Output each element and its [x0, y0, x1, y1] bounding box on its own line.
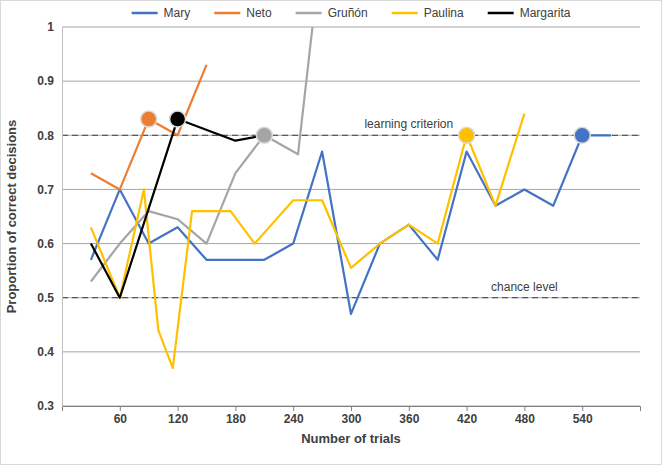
legend: Mary Neto Gruñón Paulina Margarita: [132, 6, 571, 20]
chart: learning criterion chance level 60 120 180 24…: [0, 0, 662, 465]
criterion-marker: [459, 127, 475, 143]
grid-line: [62, 297, 640, 298]
y-axis-title: Proportion of correct decisions: [4, 120, 19, 314]
criterion-marker: [141, 111, 157, 127]
y-tick-label: 0.7: [37, 183, 54, 197]
reference-label: learning criterion: [364, 117, 453, 131]
grid-line: [62, 135, 640, 136]
y-tick: 1: [47, 20, 62, 34]
x-tick-label: 360: [399, 412, 419, 426]
y-tick: 0.5: [37, 291, 62, 305]
x-tick: 60: [114, 406, 128, 426]
x-tick-mark: [524, 406, 525, 411]
reference-line: [62, 135, 640, 136]
series-line: [91, 114, 525, 368]
x-axis-line: [63, 407, 641, 412]
x-axis-title: Number of trials: [301, 431, 401, 446]
plot: learning criterion chance level 60 120 180 24…: [37, 20, 640, 425]
legend-item: Margarita: [488, 6, 571, 20]
y-tick-label: 0.8: [37, 129, 54, 143]
criterion-marker: [256, 127, 272, 143]
x-tick-label: 120: [168, 412, 188, 426]
legend-item: Paulina: [392, 6, 464, 20]
criterion-marker: [574, 127, 590, 143]
x-tick-mark: [409, 406, 410, 411]
x-tick-mark: [235, 406, 236, 411]
reference-lines: learning criterion chance level: [62, 117, 640, 297]
legend-swatch: [214, 12, 240, 15]
y-tick-label: 0.9: [37, 74, 54, 88]
series-line: [91, 119, 264, 298]
criterion-marker: [170, 111, 186, 127]
y-tick: 0.9: [37, 74, 62, 88]
x-tick-mark: [351, 406, 352, 411]
legend-item: Mary: [132, 6, 191, 20]
series-group: [91, 27, 611, 368]
y-axis: 0.3 0.4 0.5 0.6 0.7 0.8 0.9 1: [37, 20, 62, 413]
y-tick: 0.6: [37, 237, 62, 251]
x-tick-mark: [120, 406, 121, 411]
chart-border: [1, 1, 662, 465]
reference-line: [62, 297, 640, 298]
x-tick: 420: [457, 406, 477, 426]
y-tick-label: 0.3: [37, 399, 54, 413]
x-tick: 240: [284, 406, 304, 426]
y-tick-label: 0.6: [37, 237, 54, 251]
series-line: [91, 135, 611, 314]
y-tick: 0.7: [37, 183, 62, 197]
x-tick-label: 420: [457, 412, 477, 426]
grid-line: [62, 351, 640, 352]
series-line: [91, 27, 313, 281]
x-tick-label: 180: [226, 412, 246, 426]
x-tick-label: 480: [515, 412, 535, 426]
legend-label: Paulina: [424, 6, 464, 20]
x-tick: 540: [573, 406, 593, 426]
x-tick: 120: [168, 406, 188, 426]
grid-line: [62, 27, 640, 28]
legend-swatch: [132, 12, 158, 15]
x-tick-mark: [293, 406, 294, 411]
x-tick-label: 300: [341, 412, 361, 426]
x-tick-mark: [178, 406, 179, 411]
y-axis-line: [62, 28, 63, 407]
x-tick-label: 60: [114, 412, 128, 426]
y-tick: 0.4: [37, 345, 62, 359]
x-tick-mark: [467, 406, 468, 411]
legend-swatch: [296, 12, 322, 15]
legend-swatch: [392, 12, 418, 15]
legend-label: Gruñón: [328, 6, 368, 20]
x-tick-mark: [582, 406, 583, 411]
y-tick: 0.3: [37, 399, 62, 413]
x-tick: 360: [399, 406, 419, 426]
grid-line: [62, 189, 640, 190]
x-tick: 300: [341, 406, 361, 426]
x-tick-label: 540: [573, 412, 593, 426]
legend-label: Mary: [164, 6, 191, 20]
legend-label: Margarita: [520, 6, 571, 20]
y-tick-label: 0.4: [37, 345, 54, 359]
x-tick: 480: [515, 406, 535, 426]
legend-label: Neto: [246, 6, 272, 20]
series-line: [91, 65, 207, 190]
x-tick-label: 240: [284, 412, 304, 426]
legend-item: Gruñón: [296, 6, 368, 20]
y-tick-label: 1: [47, 20, 54, 34]
legend-item: Neto: [214, 6, 272, 20]
x-tick: 180: [226, 406, 246, 426]
y-tick-label: 0.5: [37, 291, 54, 305]
y-tick: 0.8: [37, 129, 62, 143]
grid-line: [62, 81, 640, 82]
reference-label: chance level: [491, 280, 558, 294]
grid: [62, 27, 640, 406]
legend-swatch: [488, 12, 514, 15]
x-axis: 60 120 180 240 300 360 420 480 540: [63, 406, 641, 426]
